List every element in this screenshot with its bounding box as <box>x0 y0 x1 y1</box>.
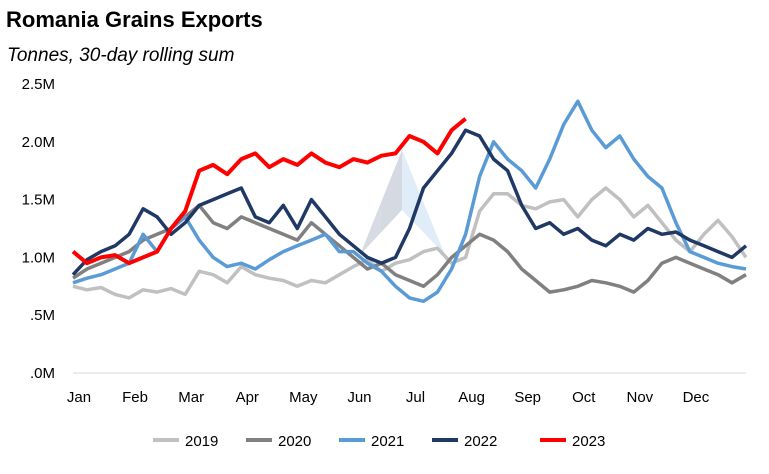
plot-area <box>71 99 748 304</box>
series-line-2022 <box>71 128 748 276</box>
y-axis: .0M .5M 1.0M 1.5M 2.0M 2.5M <box>22 76 55 382</box>
x-tick-label: Jan <box>67 389 91 406</box>
y-tick-label: .5M <box>30 307 55 324</box>
legend-label-2021: 2021 <box>371 433 404 450</box>
x-tick-label: Mar <box>178 389 204 406</box>
x-tick-label: Nov <box>626 389 653 406</box>
legend-label-2019: 2019 <box>185 433 218 450</box>
y-tick-label: 1.5M <box>22 192 55 209</box>
x-axis: Jan Feb Mar Apr May Jun Jul Aug Sep Oct Nov Dec <box>67 389 710 406</box>
x-tick-label: Apr <box>236 389 259 406</box>
series-line-2021 <box>72 99 747 304</box>
y-tick-label: .0M <box>30 365 55 382</box>
x-tick-label: Jul <box>406 389 425 406</box>
chart-subtitle: Tonnes, 30-day rolling sum <box>7 45 234 66</box>
y-tick-label: 2.0M <box>22 134 55 151</box>
x-tick-label: Oct <box>572 389 596 406</box>
legend-label-2022: 2022 <box>464 433 497 450</box>
legend: 2019 2020 2021 2022 2023 <box>153 433 605 450</box>
series-line-2019 <box>72 186 748 300</box>
x-tick-label: Dec <box>683 389 710 406</box>
x-tick-label: Aug <box>458 389 485 406</box>
y-tick-label: 2.5M <box>22 76 55 93</box>
legend-label-2023: 2023 <box>572 433 605 450</box>
x-tick-label: Sep <box>514 389 541 406</box>
y-tick-label: 1.0M <box>22 249 55 266</box>
series-line-2020 <box>72 203 747 294</box>
x-tick-label: Feb <box>122 389 148 406</box>
series-line-2023 <box>71 117 467 266</box>
watermark-logo <box>360 150 445 255</box>
chart-title: Romania Grains Exports <box>6 7 263 32</box>
legend-label-2020: 2020 <box>278 433 311 450</box>
x-tick-label: Jun <box>347 389 371 406</box>
x-tick-label: May <box>289 389 318 406</box>
